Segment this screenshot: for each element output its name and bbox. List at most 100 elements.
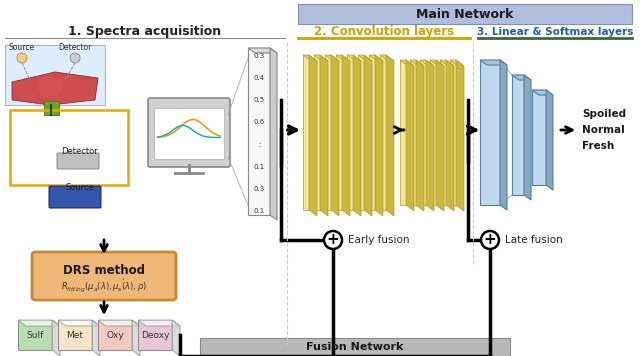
Bar <box>369 55 375 210</box>
Bar <box>532 90 546 185</box>
Bar <box>347 55 353 210</box>
Text: Deoxy: Deoxy <box>141 330 169 340</box>
Bar <box>336 55 342 210</box>
Polygon shape <box>430 60 444 66</box>
Polygon shape <box>369 55 383 61</box>
FancyBboxPatch shape <box>148 98 230 167</box>
Text: Early fusion: Early fusion <box>348 235 410 245</box>
FancyBboxPatch shape <box>57 153 99 169</box>
Polygon shape <box>248 48 277 53</box>
Text: +: + <box>326 232 339 247</box>
Polygon shape <box>92 320 100 356</box>
Text: Oxy: Oxy <box>106 330 124 340</box>
Bar <box>420 60 426 205</box>
Polygon shape <box>270 48 277 220</box>
Bar <box>410 60 416 205</box>
Bar <box>58 320 92 350</box>
Bar <box>44 101 59 115</box>
Polygon shape <box>420 60 434 66</box>
Bar <box>480 60 500 205</box>
Polygon shape <box>320 55 328 216</box>
Bar <box>358 55 364 210</box>
Polygon shape <box>386 55 394 216</box>
FancyBboxPatch shape <box>49 186 101 208</box>
Text: 2. Convolution layers: 2. Convolution layers <box>314 26 454 38</box>
Text: 0.1: 0.1 <box>253 208 264 214</box>
Circle shape <box>17 53 27 63</box>
Circle shape <box>70 53 80 63</box>
Polygon shape <box>138 320 180 326</box>
Text: :: : <box>258 142 260 148</box>
Text: $R_{fitting}(\mu_a(\lambda), \mu_s\'(\lambda), \rho)$: $R_{fitting}(\mu_a(\lambda), \mu_s\'(\la… <box>61 277 147 294</box>
Text: Fusion Network: Fusion Network <box>307 342 404 352</box>
Polygon shape <box>358 55 372 61</box>
Text: Sulf: Sulf <box>26 330 44 340</box>
Polygon shape <box>532 90 553 95</box>
Text: Spoiled: Spoiled <box>582 109 626 119</box>
Polygon shape <box>426 60 434 211</box>
Bar <box>248 48 270 215</box>
Bar <box>325 55 331 210</box>
Polygon shape <box>58 320 100 326</box>
Polygon shape <box>336 55 350 61</box>
Polygon shape <box>331 55 339 216</box>
Polygon shape <box>132 320 140 356</box>
Polygon shape <box>456 60 464 211</box>
Polygon shape <box>450 60 464 66</box>
Circle shape <box>481 231 499 249</box>
Text: Detector: Detector <box>61 147 99 157</box>
Polygon shape <box>406 60 414 211</box>
Circle shape <box>324 231 342 249</box>
Text: Fresh: Fresh <box>582 141 614 151</box>
Bar <box>18 320 52 350</box>
Polygon shape <box>172 320 180 356</box>
Polygon shape <box>52 320 60 356</box>
Bar <box>430 60 436 205</box>
Polygon shape <box>347 55 361 61</box>
Bar <box>200 338 510 356</box>
Text: 0.5: 0.5 <box>253 97 264 103</box>
Text: +: + <box>484 232 497 247</box>
Polygon shape <box>440 60 454 66</box>
Polygon shape <box>546 90 553 190</box>
Bar <box>10 110 128 185</box>
Text: 0.1: 0.1 <box>253 164 264 170</box>
Text: 0.3: 0.3 <box>253 53 264 59</box>
Polygon shape <box>98 320 140 326</box>
Text: Late fusion: Late fusion <box>505 235 563 245</box>
Polygon shape <box>410 60 424 66</box>
Polygon shape <box>353 55 361 216</box>
Bar <box>450 60 456 205</box>
Bar <box>298 4 632 24</box>
Text: DRS method: DRS method <box>63 265 145 277</box>
Text: Main Network: Main Network <box>416 7 514 21</box>
Polygon shape <box>480 60 507 65</box>
Polygon shape <box>309 55 317 216</box>
Bar <box>380 55 386 210</box>
Polygon shape <box>500 60 507 210</box>
FancyBboxPatch shape <box>32 252 176 300</box>
Text: 0.6: 0.6 <box>253 119 264 125</box>
Bar <box>303 55 309 210</box>
Polygon shape <box>380 55 394 61</box>
Bar <box>440 60 446 205</box>
Polygon shape <box>446 60 454 211</box>
Text: 0.3: 0.3 <box>253 186 264 192</box>
Polygon shape <box>416 60 424 211</box>
Text: Source: Source <box>65 183 95 193</box>
Text: 1. Spectra acquisition: 1. Spectra acquisition <box>68 26 221 38</box>
Polygon shape <box>12 72 98 105</box>
Polygon shape <box>364 55 372 216</box>
Bar <box>314 55 320 210</box>
Text: Normal: Normal <box>582 125 625 135</box>
Polygon shape <box>325 55 339 61</box>
Polygon shape <box>303 55 317 61</box>
Polygon shape <box>400 60 414 66</box>
Text: 3. Linear & Softmax layers: 3. Linear & Softmax layers <box>477 27 633 37</box>
Text: Met: Met <box>67 330 83 340</box>
Text: Source: Source <box>9 43 35 52</box>
Bar <box>400 60 406 205</box>
Polygon shape <box>375 55 383 216</box>
Bar <box>98 320 132 350</box>
Polygon shape <box>18 320 60 326</box>
